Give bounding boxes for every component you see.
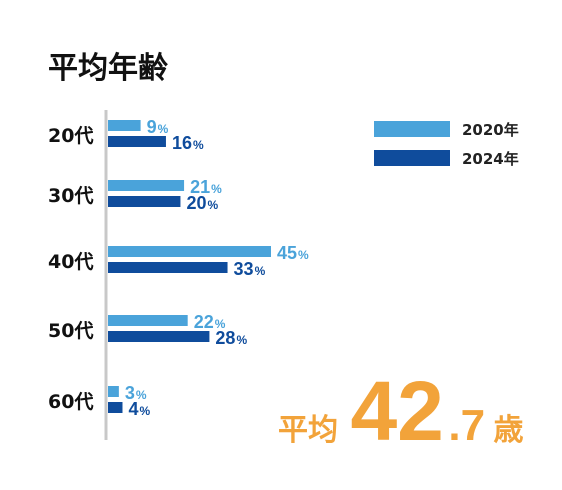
category-label: 60代 xyxy=(48,391,93,413)
data-label: 4% xyxy=(128,399,150,419)
data-label: 16% xyxy=(172,133,204,153)
legend: 2020年 2024年 xyxy=(374,121,519,168)
bar xyxy=(108,315,188,326)
average-decimal: .7 xyxy=(448,401,485,450)
data-label: 33% xyxy=(234,259,266,279)
category-label: 20代 xyxy=(48,125,93,147)
average-prefix: 平均 xyxy=(278,413,338,448)
svg-text:平均 42 .7 歳: 平均 42 .7 歳 xyxy=(278,364,524,458)
bar xyxy=(108,402,123,413)
bar xyxy=(108,331,210,342)
category-labels: 20代 30代 40代 50代 60代 xyxy=(48,125,93,413)
data-label: 9% xyxy=(147,117,169,137)
legend-label: 2024年 xyxy=(462,150,519,168)
average-integer: 42 xyxy=(350,364,443,458)
data-label: 21% xyxy=(190,177,222,197)
data-label: 22% xyxy=(194,312,226,332)
legend-swatch xyxy=(374,121,450,137)
average-age: 平均 42 .7 歳 xyxy=(278,364,524,458)
bars-group: 9%16% 21%20% 45% 33% 22%28% 3%4% xyxy=(108,117,309,419)
bar xyxy=(108,386,119,397)
category-label: 50代 xyxy=(48,320,93,342)
category-label: 40代 xyxy=(48,251,93,273)
average-unit: 歳 xyxy=(494,413,524,448)
legend-label: 2020年 xyxy=(462,121,519,139)
legend-swatch xyxy=(374,150,450,166)
bar xyxy=(108,196,181,207)
data-label: 20% xyxy=(186,193,218,213)
bar xyxy=(108,262,228,273)
bar xyxy=(108,136,166,147)
data-label: 45% xyxy=(277,243,309,263)
bar xyxy=(108,180,185,191)
chart-title: 平均年齢 xyxy=(48,51,168,86)
category-label: 30代 xyxy=(48,185,93,207)
bar xyxy=(108,246,271,257)
data-label: 3% xyxy=(125,383,147,403)
bar xyxy=(108,120,141,131)
data-label: 28% xyxy=(215,328,247,348)
